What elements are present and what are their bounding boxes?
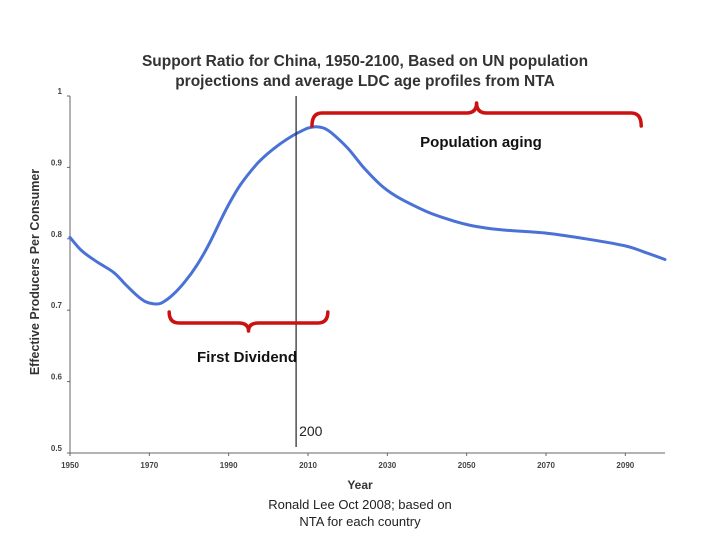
y-tick-label: 0.7 bbox=[51, 301, 63, 310]
x-tick-label: 2030 bbox=[378, 461, 396, 470]
x-tick-label: 1970 bbox=[140, 461, 158, 470]
y-tick-label: 0.8 bbox=[51, 230, 63, 239]
x-axis-label: Year bbox=[347, 478, 373, 492]
chart-title: Support Ratio for China, 1950-2100, Base… bbox=[70, 52, 660, 92]
series-line-support-ratio bbox=[68, 125, 667, 306]
chart-title-line2: projections and average LDC age profiles… bbox=[175, 73, 555, 90]
x-tick-label: 1950 bbox=[61, 461, 79, 470]
x-tick-label: 2070 bbox=[537, 461, 555, 470]
x-tick-label: 2090 bbox=[616, 461, 634, 470]
brace-first-dividend bbox=[167, 310, 330, 333]
x-tick-label: 2010 bbox=[299, 461, 317, 470]
annotation-population-aging: Population aging bbox=[420, 134, 542, 151]
y-tick-label: 0.5 bbox=[51, 444, 63, 453]
brace-population-aging bbox=[310, 101, 643, 128]
credit-note: Ronald Lee Oct 2008; based on NTA for ea… bbox=[230, 496, 490, 530]
vertical-line-label: 200 bbox=[299, 423, 323, 439]
credit-line-1: Ronald Lee Oct 2008; based on bbox=[268, 497, 452, 512]
annotation-first-dividend: First Dividend bbox=[197, 349, 297, 366]
x-tick-label: 1990 bbox=[220, 461, 238, 470]
y-tick-label: 1 bbox=[58, 87, 63, 96]
y-tick-label: 0.9 bbox=[51, 158, 63, 167]
x-tick-label: 2050 bbox=[458, 461, 476, 470]
chart-title-line1: Support Ratio for China, 1950-2100, Base… bbox=[141, 53, 589, 70]
y-tick-label: 0.6 bbox=[51, 373, 63, 382]
y-axis-label: Effective Producers Per Consumer bbox=[28, 168, 42, 376]
credit-line-2: NTA for each country bbox=[299, 514, 421, 529]
